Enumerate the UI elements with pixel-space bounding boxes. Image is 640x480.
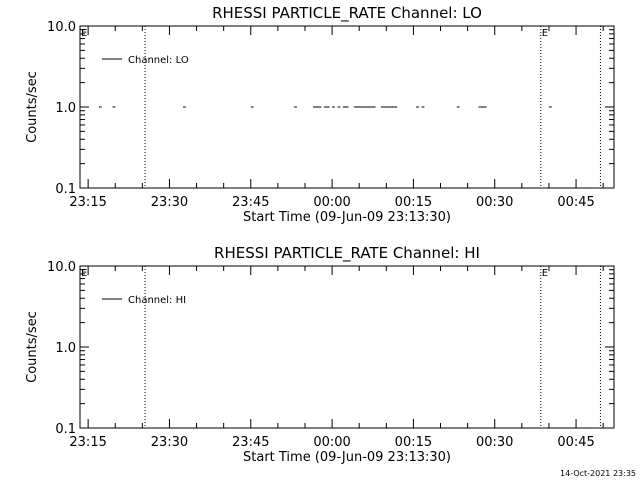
x-axis-label: Start Time (09-Jun-09 23:13:30) [243, 210, 451, 225]
x-tick-label: 23:15 [69, 435, 106, 450]
y-tick-label: 10.0 [47, 260, 76, 275]
x-tick-label: 23:45 [232, 435, 269, 450]
x-tick-label: 23:30 [151, 195, 188, 210]
y-tick-label: 0.1 [55, 182, 76, 197]
y-axis-label: Counts/sec [25, 311, 40, 383]
y-tick-label: 10.0 [47, 20, 76, 35]
x-tick-label: 00:30 [476, 195, 513, 210]
y-axis-label: Counts/sec [25, 71, 40, 143]
y-tick-label: 1.0 [55, 101, 76, 116]
x-tick-label: 23:15 [69, 195, 106, 210]
event-flag-label: E [542, 28, 548, 39]
chart-panel-1: RHESSI PARTICLE_RATE Channel: LO 0.1 1.0 10… [25, 4, 615, 225]
x-tick-label: 00:30 [476, 435, 513, 450]
x-tick-label: 23:45 [232, 195, 269, 210]
x-axis-label: Start Time (09-Jun-09 23:13:30) [243, 450, 451, 465]
x-tick-label: 00:45 [557, 435, 594, 450]
x-tick-label: 00:15 [395, 195, 432, 210]
x-tick-label: 00:45 [557, 195, 594, 210]
chart-title: RHESSI PARTICLE_RATE Channel: LO [212, 4, 482, 23]
y-tick-label: 0.1 [55, 422, 76, 437]
x-tick-label: 00:00 [313, 435, 350, 450]
y-tick-label: 1.0 [55, 341, 76, 356]
plot-frame [79, 265, 615, 429]
event-flag-label: E [81, 28, 87, 39]
x-tick-label: 00:15 [395, 435, 432, 450]
x-tick-label: 23:30 [151, 435, 188, 450]
event-flag-label: E [542, 268, 548, 279]
legend-entry: Channel: HI [128, 295, 186, 306]
plot-timestamp: 14-Oct-2021 23:35 [560, 469, 636, 478]
chart-panel-2: RHESSI PARTICLE_RATE Channel: HI 0.1 1.0 10… [25, 244, 615, 465]
x-tick-label: 00:00 [313, 195, 350, 210]
event-flag-label: E [81, 268, 87, 279]
chart-title: RHESSI PARTICLE_RATE Channel: HI [214, 244, 480, 263]
legend-entry: Channel: LO [128, 55, 189, 66]
